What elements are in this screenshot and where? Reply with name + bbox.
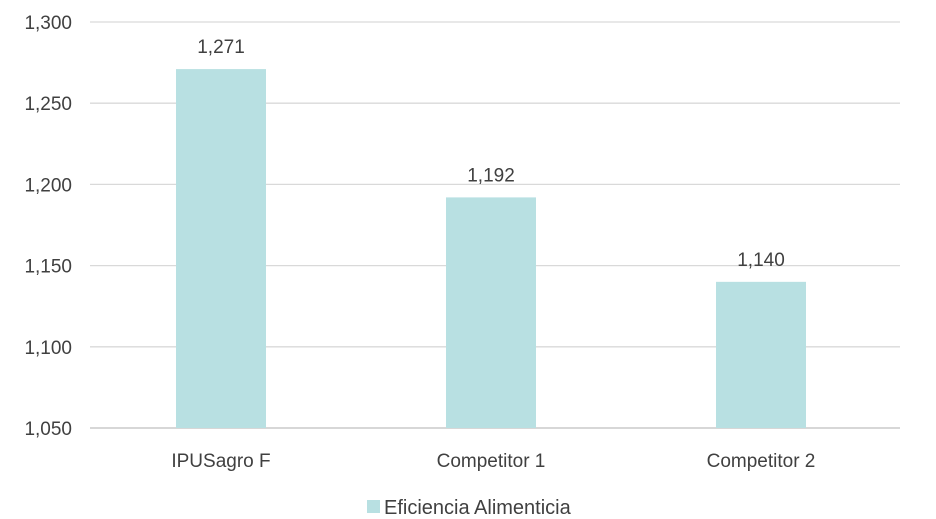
y-tick-label: 1,250	[24, 94, 72, 115]
y-tick-label: 1,150	[24, 257, 72, 278]
bars	[176, 69, 806, 428]
bar	[446, 197, 536, 428]
legend-label: Eficiencia Alimenticia	[384, 497, 572, 519]
x-tick-label: Competitor 1	[437, 451, 546, 472]
data-label: 1,271	[197, 37, 245, 58]
y-tick-label: 1,200	[24, 175, 72, 196]
bar	[176, 69, 266, 428]
legend-swatch	[367, 500, 380, 513]
data-label: 1,192	[467, 165, 515, 186]
x-axis-ticks: IPUSagro F Competitor 1 Competitor 2	[171, 451, 815, 472]
x-tick-label: Competitor 2	[707, 451, 816, 472]
bar	[716, 281, 806, 428]
legend: Eficiencia Alimenticia	[367, 497, 572, 519]
x-tick-label: IPUSagro F	[171, 451, 270, 472]
y-tick-label: 1,100	[24, 338, 72, 359]
data-labels: 1,271 1,192 1,140	[197, 37, 785, 271]
y-axis-ticks: 1,050 1,100 1,150 1,200 1,250 1,300	[24, 13, 72, 440]
y-tick-label: 1,300	[24, 13, 72, 34]
y-tick-label: 1,050	[24, 419, 72, 440]
data-label: 1,140	[737, 250, 785, 271]
